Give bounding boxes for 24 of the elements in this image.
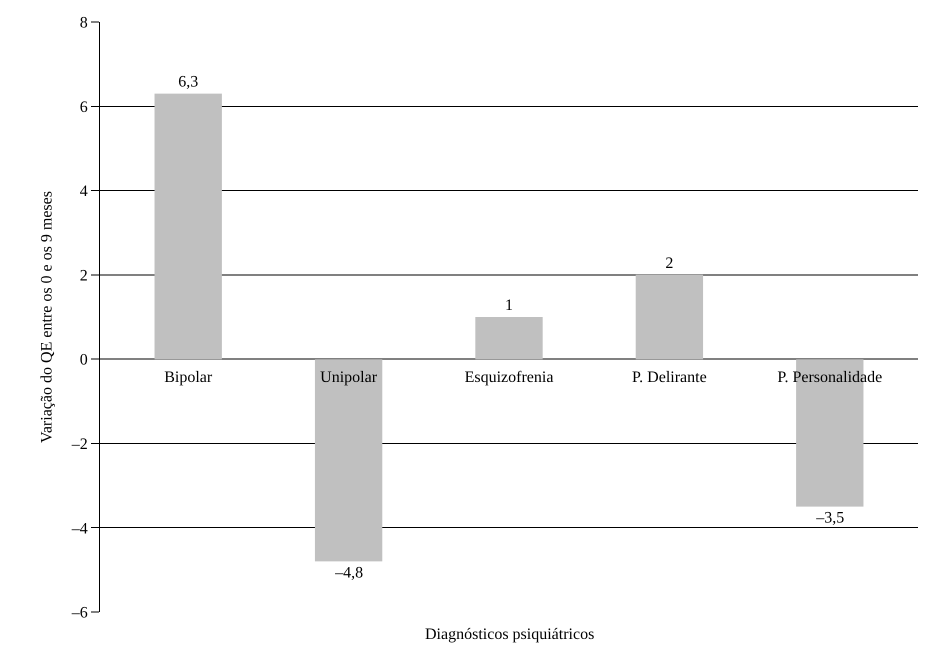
x-tick-label: P. Delirante [632,369,707,386]
x-tick-label: P. Personalidade [777,369,882,386]
bar [475,317,543,360]
y-tick-label: –6 [70,604,88,622]
y-tick-label: 6 [80,98,88,116]
y-tick-label: 2 [80,267,88,284]
y-tick-label: 0 [80,352,88,369]
bar [154,94,222,360]
y-axis-title: Variação do QE entre os 0 e os 9 meses [38,191,56,443]
x-tick-label: Esquizofrenia [464,369,554,386]
bar [636,274,704,360]
data-label: 2 [665,254,674,272]
y-tick-label: –4 [70,520,88,538]
y-tick-label: 8 [80,14,88,32]
x-tick-label: Unipolar [320,369,378,386]
x-tick-label: Bipolar [164,369,213,386]
y-tick-label: 4 [80,183,88,200]
data-label: –3,5 [815,510,844,527]
y-tick-label: –2 [70,436,88,454]
data-label: 6,3 [178,74,198,91]
data-label: 1 [505,297,513,314]
data-label: –4,8 [334,564,364,582]
bar [314,359,382,562]
x-axis-title: Diagnósticos psiquiátricos [425,626,594,643]
